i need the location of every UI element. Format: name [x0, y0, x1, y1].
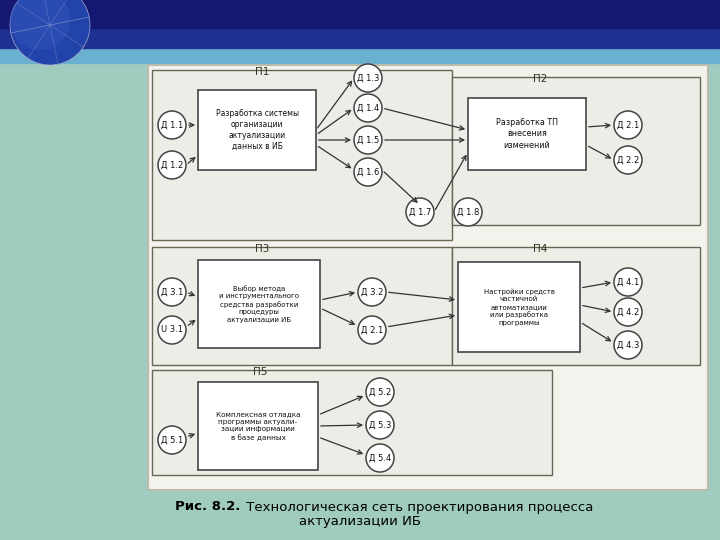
Bar — [148, 65, 708, 490]
Text: Д 4.2: Д 4.2 — [617, 307, 639, 316]
Bar — [0, 50, 720, 65]
Circle shape — [158, 151, 186, 179]
Text: Технологическая сеть проектирования процесса: Технологическая сеть проектирования проц… — [242, 501, 593, 514]
Circle shape — [158, 278, 186, 306]
Circle shape — [366, 411, 394, 439]
Circle shape — [354, 158, 382, 186]
Text: Д 1.8: Д 1.8 — [456, 207, 480, 217]
Circle shape — [614, 268, 642, 296]
Bar — [198, 260, 320, 348]
Circle shape — [358, 316, 386, 344]
Bar — [0, 65, 720, 540]
Text: П3: П3 — [255, 244, 269, 254]
Circle shape — [10, 0, 70, 50]
Circle shape — [358, 278, 386, 306]
Text: Комплексная отладка
программы актуали-
зации информации
в базе данных: Комплексная отладка программы актуали- з… — [216, 411, 300, 441]
Circle shape — [406, 198, 434, 226]
Circle shape — [366, 378, 394, 406]
Circle shape — [454, 198, 482, 226]
Circle shape — [614, 298, 642, 326]
Circle shape — [614, 111, 642, 139]
Circle shape — [614, 146, 642, 174]
Text: П2: П2 — [533, 74, 547, 84]
Text: Д 1.1: Д 1.1 — [161, 120, 183, 130]
Text: Д 1.3: Д 1.3 — [357, 73, 379, 83]
Bar — [452, 77, 700, 225]
Text: Рис. 8.2.: Рис. 8.2. — [175, 501, 240, 514]
Circle shape — [354, 64, 382, 92]
Bar — [198, 382, 318, 470]
Text: Д 2.1: Д 2.1 — [361, 326, 383, 334]
Bar — [152, 247, 452, 365]
Text: Д 1.2: Д 1.2 — [161, 160, 183, 170]
Circle shape — [354, 126, 382, 154]
Text: Д 2.1: Д 2.1 — [617, 120, 639, 130]
Text: U 3.1: U 3.1 — [161, 326, 183, 334]
Text: Д 1.7: Д 1.7 — [409, 207, 431, 217]
Text: Настройки средств
частичной
автоматизации
или разработка
программы: Настройки средств частичной автоматизаци… — [484, 288, 554, 326]
Text: Д 3.1: Д 3.1 — [161, 287, 183, 296]
Circle shape — [354, 94, 382, 122]
Bar — [458, 262, 580, 352]
Text: Разработка ТП
внесения
изменений: Разработка ТП внесения изменений — [496, 118, 558, 150]
Circle shape — [614, 331, 642, 359]
Circle shape — [158, 426, 186, 454]
Text: Д 1.5: Д 1.5 — [357, 136, 379, 145]
Text: Д 1.6: Д 1.6 — [357, 167, 379, 177]
Circle shape — [158, 111, 186, 139]
Text: Д 4.3: Д 4.3 — [617, 341, 639, 349]
Text: актуализации ИБ: актуализации ИБ — [299, 516, 421, 529]
Circle shape — [158, 316, 186, 344]
Text: Д 5.2: Д 5.2 — [369, 388, 391, 396]
Circle shape — [366, 444, 394, 472]
Bar — [468, 98, 586, 170]
Text: П5: П5 — [253, 367, 267, 377]
Text: Д 3.2: Д 3.2 — [361, 287, 383, 296]
Text: Д 5.1: Д 5.1 — [161, 435, 183, 444]
Bar — [198, 90, 316, 170]
Bar — [152, 70, 452, 240]
Bar — [152, 370, 552, 475]
Text: Д 1.4: Д 1.4 — [357, 104, 379, 112]
Text: Выбор метода
и инструментального
средства разработки
процедуры
актуализации ИБ: Выбор метода и инструментального средств… — [219, 285, 299, 323]
Text: Разработка системы
организации
актуализации
данных в ИБ: Разработка системы организации актуализа… — [215, 109, 299, 151]
Text: Д 4.1: Д 4.1 — [617, 278, 639, 287]
Circle shape — [10, 0, 90, 65]
Text: Д 5.3: Д 5.3 — [369, 421, 391, 429]
Text: Д 5.4: Д 5.4 — [369, 454, 391, 462]
Bar — [0, 0, 720, 30]
Text: П4: П4 — [533, 244, 547, 254]
Text: П1: П1 — [255, 67, 269, 77]
Text: Д 2.2: Д 2.2 — [617, 156, 639, 165]
Bar — [452, 247, 700, 365]
Bar — [0, 30, 720, 50]
